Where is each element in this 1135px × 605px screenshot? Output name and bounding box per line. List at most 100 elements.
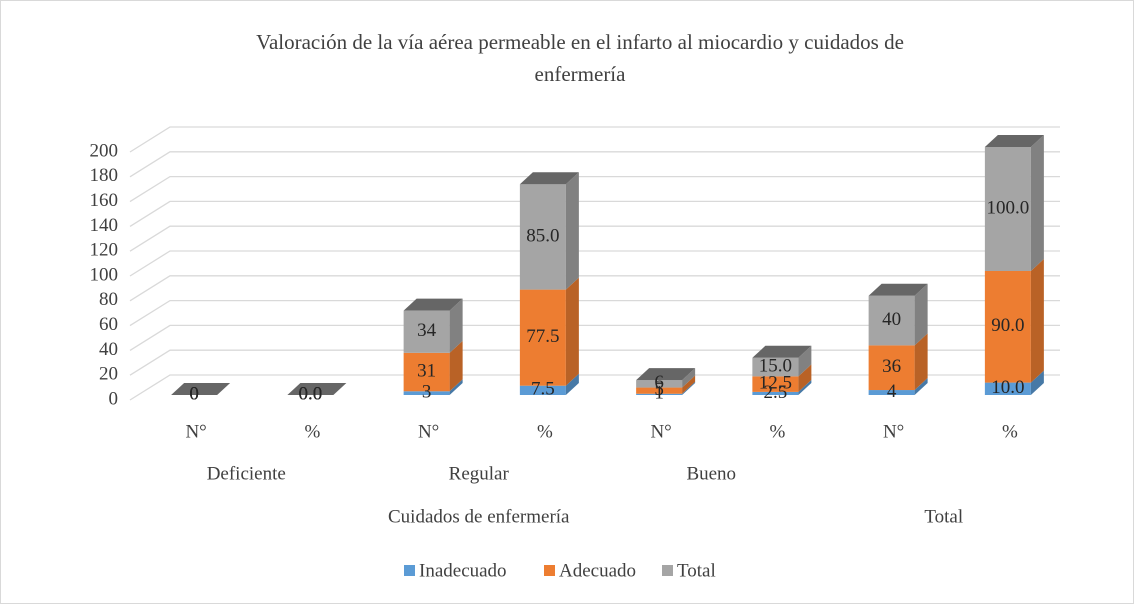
grid-line (129, 299, 1060, 327)
legend-label: Adecuado (559, 560, 636, 581)
y-tick-label: 40 (99, 339, 118, 360)
data-label: 4 (887, 381, 897, 402)
y-tick-label: 160 (90, 190, 119, 211)
bar-side (449, 379, 463, 395)
y-tick-label: 100 (90, 264, 119, 285)
y-tick-label: 0 (109, 388, 119, 409)
legend-label: Inadecuado (419, 560, 507, 581)
bar-side (449, 340, 463, 392)
data-label: 0.0 (299, 383, 323, 404)
bar-segment (752, 376, 799, 392)
grid-line (129, 175, 1060, 203)
data-label: 7.5 (531, 379, 555, 400)
y-tick-label: 60 (99, 314, 118, 335)
bar-segment (752, 391, 799, 395)
data-label: 5 (654, 379, 664, 400)
bar-top (519, 172, 579, 185)
data-label: 36 (882, 356, 901, 377)
data-label: 10.0 (991, 377, 1024, 398)
y-tick-label: 180 (90, 165, 119, 186)
data-label: 31 (417, 360, 436, 381)
data-label: 0 (189, 383, 199, 404)
data-label: 77.5 (526, 326, 559, 347)
data-label: 3 (422, 381, 432, 402)
bar-segment (519, 184, 566, 290)
bar-segment (403, 310, 450, 353)
data-label: 40 (882, 309, 901, 330)
legend-label: Total (677, 560, 716, 581)
bar-segment (984, 147, 1031, 271)
y-tick-label: 140 (90, 215, 119, 236)
data-label: 85.0 (526, 225, 559, 246)
chart-title-cont: enfermería (535, 62, 627, 86)
bar-side (914, 333, 928, 391)
bar-segment (519, 385, 566, 395)
bar-side (682, 381, 696, 395)
bar-segment (636, 387, 683, 394)
x-tick-label: N° (185, 421, 206, 442)
bar-top (403, 298, 463, 311)
bar-segment (984, 382, 1031, 395)
bar-side (914, 378, 928, 395)
bar-segment (636, 393, 683, 395)
y-tick-label: 200 (90, 140, 119, 161)
bar-segment (984, 271, 1031, 383)
data-label: 2.5 (764, 382, 788, 403)
bar-side (798, 379, 812, 395)
legend-swatch (404, 565, 415, 576)
bar-side (798, 345, 812, 377)
grid-line (129, 200, 1060, 227)
x-tick-label: N° (650, 421, 671, 442)
group-label: Deficiente (207, 463, 286, 484)
bar-side (682, 368, 696, 388)
bar-segment (403, 352, 450, 392)
supergroup-label: Total (924, 506, 963, 527)
grid-line (129, 151, 1060, 178)
legend-swatch (544, 565, 555, 576)
bar-segment (519, 289, 566, 386)
data-label: 0.0 (299, 383, 323, 404)
group-label: Bueno (686, 463, 736, 484)
chart-title: Valoración de la vía aérea permeable en … (256, 30, 904, 54)
x-tick-label: N° (418, 421, 439, 442)
data-label: 100.0 (987, 197, 1030, 218)
bar-top (287, 383, 347, 395)
bar-side (1030, 135, 1044, 271)
bar-side (449, 298, 463, 353)
data-label: 1 (654, 383, 664, 404)
x-tick-label: % (1002, 421, 1018, 442)
bar-top (171, 383, 231, 395)
x-tick-label: % (537, 421, 553, 442)
data-label: 12.5 (759, 373, 792, 394)
x-tick-label: N° (883, 421, 904, 442)
bar-segment (868, 295, 915, 346)
data-label: 0 (189, 383, 199, 404)
supergroup-label: Cuidados de enfermería (388, 506, 570, 527)
bar-segment (636, 380, 683, 388)
data-label: 0.0 (299, 383, 323, 404)
bar-side (682, 375, 696, 394)
bar-segment (868, 345, 915, 391)
data-label: 6 (654, 372, 664, 393)
y-tick-label: 120 (90, 240, 119, 261)
bar-side (914, 283, 928, 346)
x-tick-label: % (769, 421, 785, 442)
data-label: 0 (189, 383, 199, 404)
group-label: Regular (449, 463, 510, 484)
bar-top (868, 283, 928, 296)
bar-side (565, 172, 579, 290)
data-label: 34 (417, 320, 437, 341)
bar-side (1030, 259, 1044, 383)
grid-line (129, 275, 1060, 302)
data-label: 15.0 (759, 355, 792, 376)
grid-line (129, 225, 1060, 252)
data-label: 90.0 (991, 315, 1024, 336)
bar-segment (752, 357, 799, 377)
grid-line (129, 250, 1060, 277)
legend-swatch (662, 565, 673, 576)
y-tick-label: 20 (99, 364, 118, 385)
bar-side (798, 364, 812, 392)
bar-top (636, 368, 696, 381)
bar-side (1030, 370, 1044, 395)
